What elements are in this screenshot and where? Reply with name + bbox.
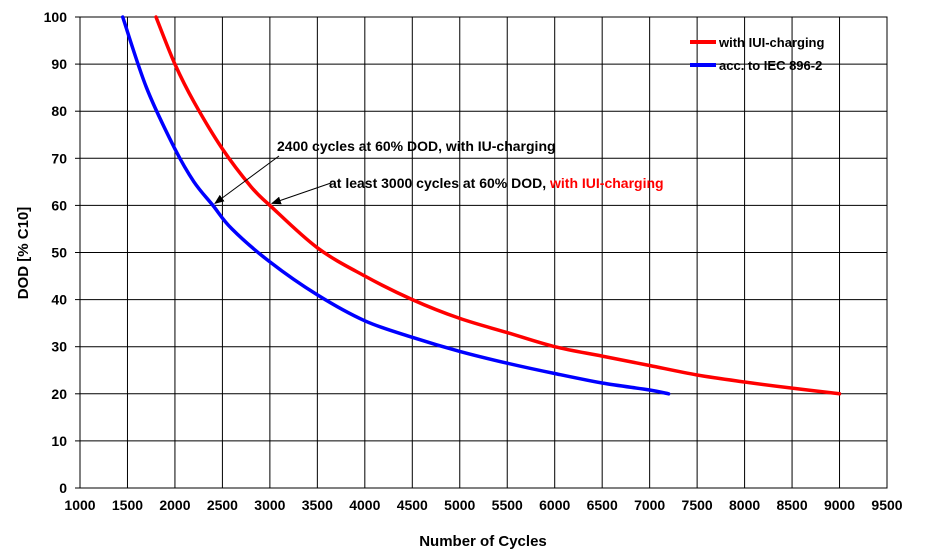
series-line-iec-896-2 <box>120 15 671 396</box>
annotation-text-part: at least 3000 cycles at 60% DOD, <box>329 175 550 191</box>
x-tick-label: 2000 <box>159 497 190 513</box>
x-tick-label: 7000 <box>634 497 665 513</box>
y-tick-label: 30 <box>51 339 67 355</box>
x-tick-label: 8000 <box>729 497 760 513</box>
x-tick-label: 5000 <box>444 497 475 513</box>
x-tick-label: 2500 <box>207 497 238 513</box>
x-tick-label: 7500 <box>682 497 713 513</box>
x-tick-label: 6500 <box>587 497 618 513</box>
y-tick-label: 100 <box>44 9 68 25</box>
x-tick-label: 3000 <box>254 497 285 513</box>
axis-ticks: 1000 1500 2000 2500 3000 3500 4000 4500 5000 5500… <box>44 9 903 513</box>
annotation-text-part: 2400 cycles at 60% DOD, with IU-charging <box>277 138 556 154</box>
legend-label-iui: with IUI-charging <box>718 35 825 50</box>
y-tick-label: 80 <box>51 103 67 119</box>
y-tick-label: 70 <box>51 150 67 166</box>
annotation-label: 2400 cycles at 60% DOD, with IU-charging <box>277 138 556 154</box>
annotation-arrow <box>270 182 332 205</box>
x-tick-label: 6000 <box>539 497 570 513</box>
x-tick-label: 9000 <box>824 497 855 513</box>
y-tick-label: 60 <box>51 197 67 213</box>
annotation-label: at least 3000 cycles at 60% DOD, with IU… <box>329 175 664 191</box>
legend: with IUI-charging acc. to IEC 896-2 <box>690 35 825 73</box>
y-tick-label: 20 <box>51 386 67 402</box>
y-tick-label: 0 <box>59 480 67 496</box>
annotation-arrow <box>214 155 280 204</box>
legend-label-iec: acc. to IEC 896-2 <box>719 58 822 73</box>
grid-lines <box>79 16 888 489</box>
x-tick-label: 1500 <box>112 497 143 513</box>
x-tick-label: 5500 <box>492 497 523 513</box>
x-tick-label: 3500 <box>302 497 333 513</box>
x-tick-label: 9500 <box>871 497 902 513</box>
series-lines <box>120 15 842 396</box>
x-tick-label: 4500 <box>397 497 428 513</box>
y-tick-label: 90 <box>51 56 67 72</box>
series-line-iui-charging <box>154 15 842 396</box>
x-axis-title: Number of Cycles <box>419 533 547 550</box>
y-tick-label: 50 <box>51 245 67 261</box>
y-tick-label: 10 <box>51 433 67 449</box>
x-tick-label: 4000 <box>349 497 380 513</box>
y-axis-title: DOD [% C10] <box>15 207 32 300</box>
annotations: 2400 cycles at 60% DOD, with IU-charging… <box>214 138 664 205</box>
y-tick-label: 40 <box>51 292 67 308</box>
x-tick-label: 1000 <box>64 497 95 513</box>
annotation-text-part: with IUI-charging <box>549 175 664 191</box>
x-tick-label: 8500 <box>776 497 807 513</box>
